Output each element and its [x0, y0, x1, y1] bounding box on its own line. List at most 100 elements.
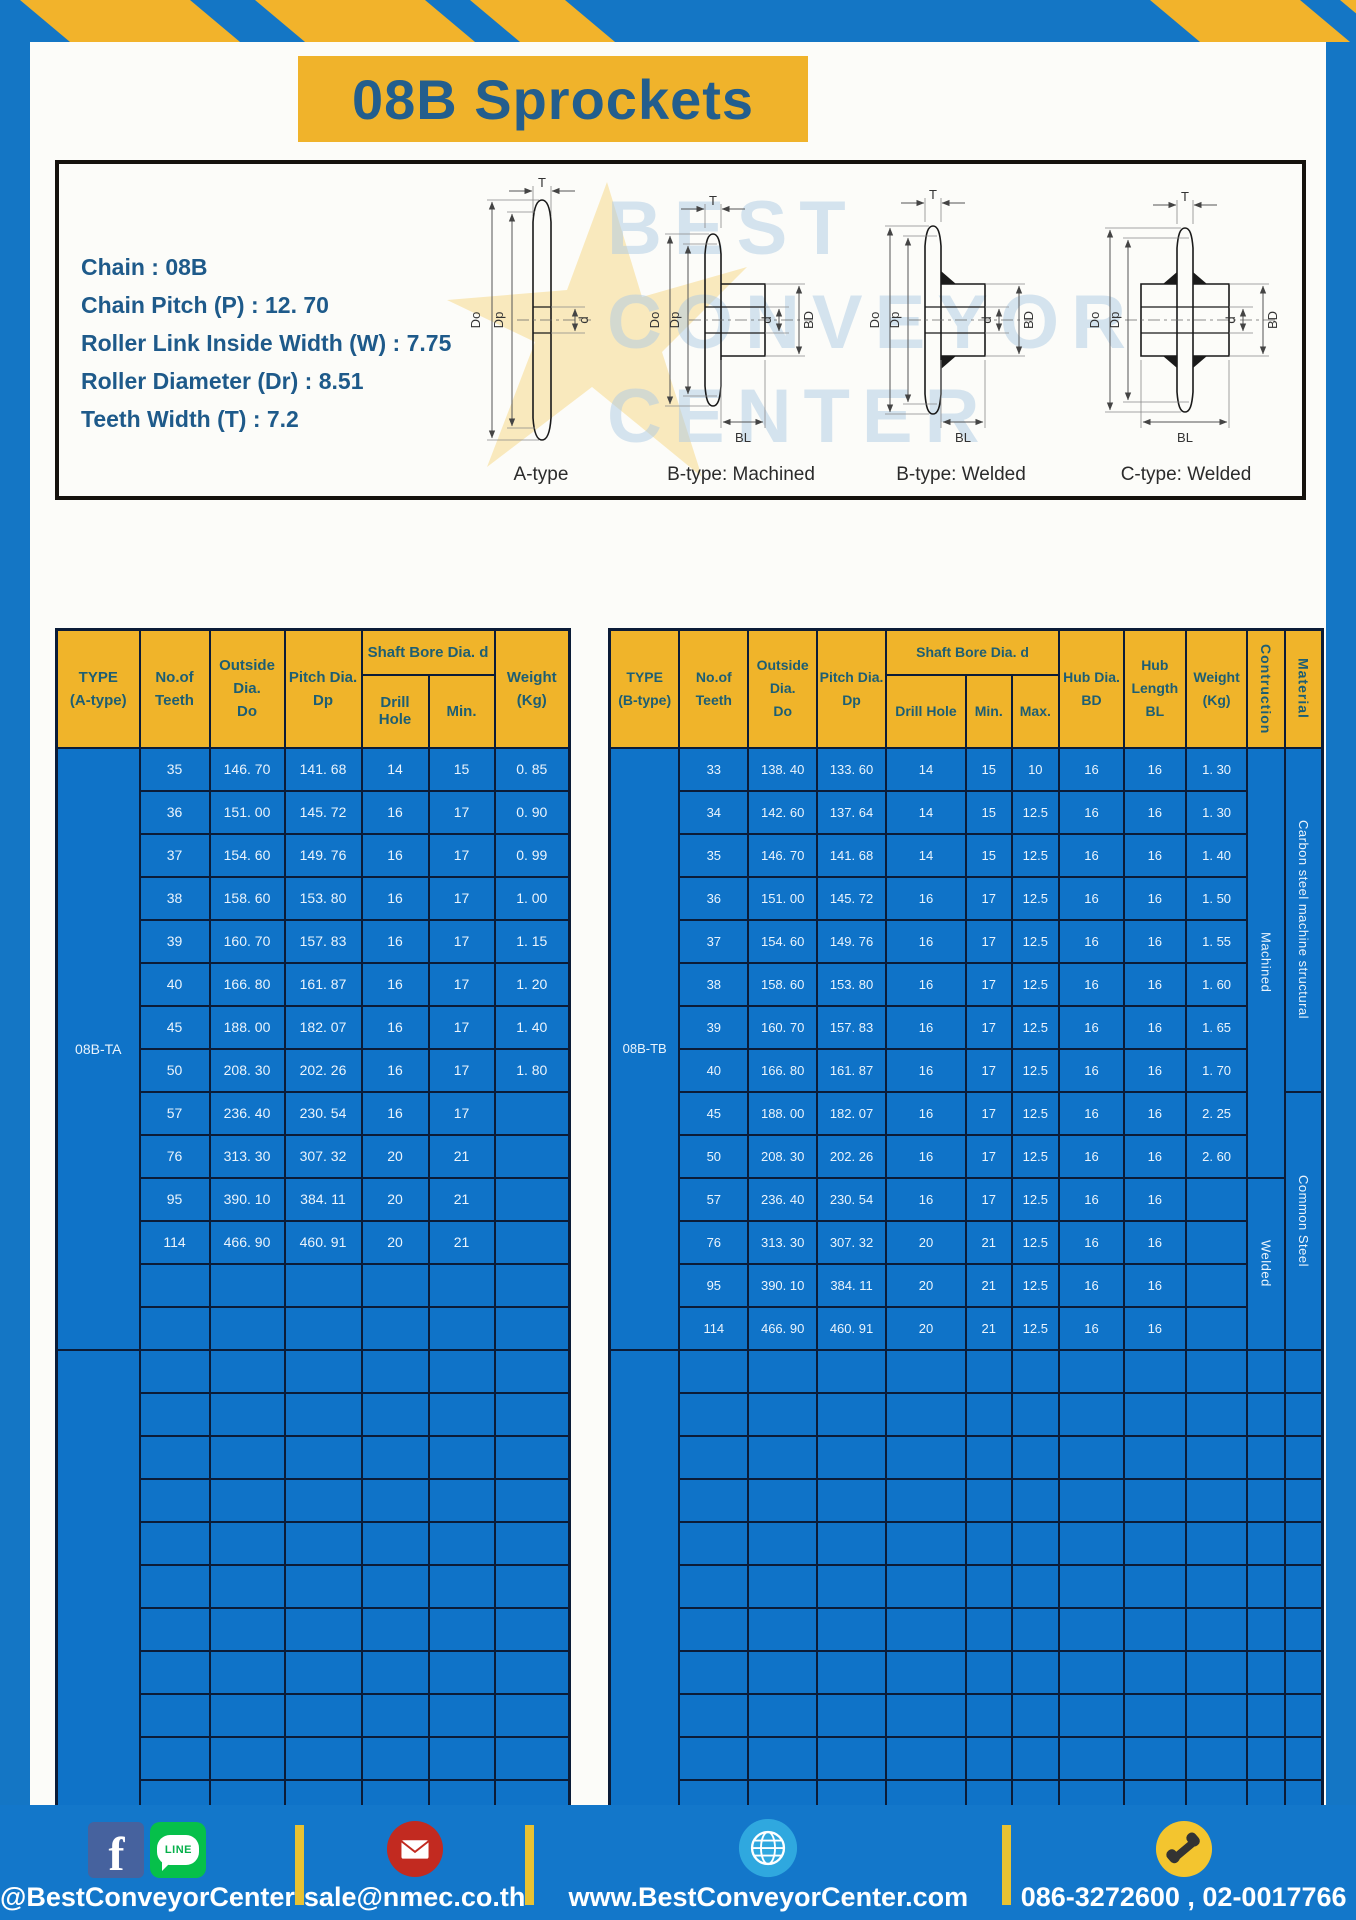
- table-cell: [964, 1606, 1013, 1652]
- material-cell: [1283, 1606, 1324, 1652]
- table-cell: 35: [138, 746, 211, 792]
- table-cell: 20: [360, 1176, 430, 1222]
- table-cell: 40: [138, 961, 211, 1007]
- dim-label-do: Do: [1087, 312, 1102, 329]
- header-material: Material: [1283, 628, 1324, 749]
- table-cell: 149. 76: [283, 832, 363, 878]
- table-row: 36 151. 00 145. 72 16 17 12.5 16 16 1. 50: [610, 875, 1323, 921]
- table-cell: [884, 1692, 967, 1738]
- table-cell: 153. 80: [816, 961, 887, 1007]
- empty-row: [57, 1649, 571, 1695]
- table-cell: [1184, 1176, 1249, 1222]
- table-cell: [816, 1391, 887, 1437]
- table-cell: 15: [964, 789, 1013, 835]
- table-row: 57 236. 40 230. 54 16 17: [57, 1090, 571, 1136]
- table-cell: 16: [1058, 918, 1125, 964]
- empty-row: [57, 1520, 571, 1566]
- table-cell: 0. 90: [493, 789, 571, 835]
- diagram-panel: BEST CONVEYOR CENTER Chain : 08B Chain P…: [55, 160, 1306, 500]
- table-cell: [283, 1520, 363, 1566]
- table-cell: [747, 1391, 819, 1437]
- table-cell: [678, 1606, 750, 1652]
- table-cell: 39: [678, 1004, 750, 1050]
- table-cell: [427, 1305, 496, 1351]
- header-drill-hole: Drill Hole: [884, 673, 967, 749]
- table-cell: [678, 1520, 750, 1566]
- table-cell: 16: [1058, 832, 1125, 878]
- footer-divider: [294, 1824, 304, 1905]
- table-cell: [816, 1520, 887, 1566]
- table-cell: 39: [138, 918, 211, 964]
- table-cell: 21: [964, 1219, 1013, 1265]
- table-cell: 21: [427, 1133, 496, 1179]
- table-cell: 146. 70: [208, 746, 286, 792]
- table-cell: [138, 1305, 211, 1351]
- table-cell: [1122, 1606, 1187, 1652]
- table-cell: [816, 1477, 887, 1523]
- table-cell: 313. 30: [208, 1133, 286, 1179]
- table-cell: 15: [964, 746, 1013, 792]
- table-row: 76 313. 30 307. 32 20 21 12.5 16 16: [610, 1219, 1323, 1265]
- header-hub-dia: Hub Dia. BD: [1058, 628, 1125, 749]
- table-cell: [283, 1262, 363, 1308]
- sprocket-drawing-c-welded: T Do Dp: [1087, 189, 1280, 445]
- table-cell: [138, 1434, 211, 1480]
- contact-footer: f LINE @BestConveyorCenter sale@nmec.co.…: [0, 1805, 1356, 1920]
- footer-divider: [525, 1824, 535, 1905]
- table-cell: 17: [427, 961, 496, 1007]
- table-cell: [360, 1735, 430, 1781]
- hazard-stripe: [255, 0, 476, 42]
- table-cell: [1122, 1348, 1187, 1394]
- table-cell: 16: [1122, 1176, 1187, 1222]
- table-cell: 12.5: [1010, 1262, 1061, 1308]
- header-type: TYPE (A-type): [55, 628, 141, 749]
- table-cell: [493, 1606, 571, 1652]
- line-icon: LINE: [150, 1821, 207, 1878]
- table-cell: [1010, 1477, 1061, 1523]
- table-cell: [138, 1348, 211, 1394]
- table-cell: [884, 1649, 967, 1695]
- table-cell: 17: [964, 1047, 1013, 1093]
- table-cell: [964, 1649, 1013, 1695]
- table-cell: [816, 1649, 887, 1695]
- table-cell: [493, 1692, 571, 1738]
- table-cell: [1058, 1348, 1125, 1394]
- table-cell: [493, 1563, 571, 1609]
- table-cell: 17: [427, 1090, 496, 1136]
- table-cell: [493, 1219, 571, 1265]
- table-cell: 17: [964, 875, 1013, 921]
- table-cell: [138, 1391, 211, 1437]
- table-cell: [493, 1649, 571, 1695]
- header-teeth: No.of Teeth: [138, 628, 211, 749]
- spec-line: Teeth Width (T) : 7.2: [81, 406, 299, 432]
- table-cell: 16: [360, 961, 430, 1007]
- table-cell: [360, 1520, 430, 1566]
- table-cell: 16: [884, 1004, 967, 1050]
- hazard-stripe: [470, 0, 616, 42]
- construction-cell: [1246, 1520, 1286, 1566]
- table-08b-ta: TYPE (A-type) No.of Teeth Outside Dia. Do Pi…: [55, 628, 572, 1825]
- table-cell: [678, 1348, 750, 1394]
- table-cell: 1. 40: [1184, 832, 1249, 878]
- table-cell: [208, 1434, 286, 1480]
- empty-row: [57, 1434, 571, 1480]
- figure-label: A-type: [513, 464, 569, 485]
- construction-cell: [1246, 1563, 1286, 1609]
- table-cell: [283, 1434, 363, 1480]
- table-cell: 153. 80: [283, 875, 363, 921]
- table-cell: [816, 1563, 887, 1609]
- table-cell: 236. 40: [208, 1090, 286, 1136]
- table-cell: [283, 1563, 363, 1609]
- email-icon: [386, 1820, 443, 1877]
- table-cell: [1184, 1477, 1249, 1523]
- table-cell: [208, 1305, 286, 1351]
- table-cell: [427, 1348, 496, 1394]
- table-cell: 16: [1122, 918, 1187, 964]
- table-cell: 14: [360, 746, 430, 792]
- table-cell: [360, 1391, 430, 1437]
- table-row: 35 146. 70 141. 68 14 15 12.5 16 16 1. 40: [610, 832, 1323, 878]
- table-cell: [427, 1262, 496, 1308]
- table-cell: [283, 1391, 363, 1437]
- table-cell: 188. 00: [747, 1090, 819, 1136]
- table-cell: 0. 85: [493, 746, 571, 792]
